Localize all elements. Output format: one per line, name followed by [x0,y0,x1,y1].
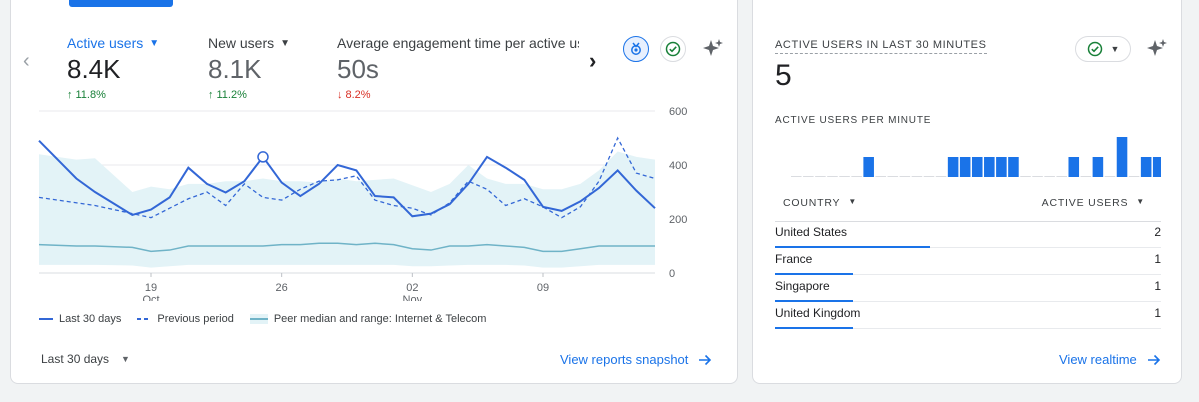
metric-active-users[interactable]: Active users ▼ 8.4K ↑ 11.8% [67,35,159,101]
metric-value: 8.4K [67,54,121,84]
chevron-right-icon[interactable]: › [589,48,597,73]
country-active-users: 1 [1154,252,1161,266]
previous-period-line [38,136,656,219]
per-minute-bar [1140,157,1152,177]
realtime-title[interactable]: ACTIVE USERS IN LAST 30 MINUTES [775,39,987,54]
per-minute-bar [1116,137,1128,177]
per-minute-bar [984,157,995,177]
metric-value: 8.1K [208,54,262,84]
country-share-bar [775,300,853,302]
table-divider [775,221,1161,222]
per-minute-bar [1092,157,1104,177]
country-active-users: 1 [1154,279,1161,293]
country-active-users: 2 [1154,225,1161,239]
solid-line-swatch-icon [39,318,53,320]
per-minute-bar [1068,157,1080,177]
country-name: United Kingdom [775,306,861,320]
per-minute-bar [863,157,874,177]
realtime-value: 5 [775,59,792,92]
caret-down-icon: ▼ [1110,44,1120,54]
x-tick-label: 09 [537,282,549,294]
sparkle-icon[interactable] [701,37,725,61]
country-name: France [775,252,813,266]
per-minute-bar [1008,157,1019,177]
caret-down-icon: ▼ [121,354,130,364]
metric-change: ↑ 11.2% [208,89,247,101]
active-tab-indicator [69,0,173,7]
country-name: United States [775,225,848,239]
caret-down-icon: ▼ [1136,197,1145,206]
table-row: United States 2 [775,221,1161,248]
date-range-selector[interactable]: Last 30 days ▼ [41,352,130,366]
caret-down-icon: ▼ [149,37,160,49]
legend-peer-median: Peer median and range: Internet & Teleco… [249,313,486,325]
compare-badge-icon[interactable] [623,36,649,62]
arrow-right-icon [699,354,712,365]
per-minute-subtitle: ACTIVE USERS PER MINUTE [775,115,932,126]
metric-value: 50s [337,54,379,84]
x-tick-sublabel: Oct [142,294,159,301]
per-minute-bar [1152,157,1161,177]
view-reports-snapshot-link[interactable]: View reports snapshot [560,352,712,367]
metric-label[interactable]: Active users ▼ [67,35,160,51]
table-row: France 1 [775,248,1161,275]
metric-label[interactable]: Average engagement time per active user [337,35,579,51]
realtime-card: ACTIVE USERS IN LAST 30 MINUTES 5 ▼ ACTI… [752,0,1182,384]
metric-label[interactable]: New users ▼ [208,35,291,51]
y-tick-label: 400 [669,160,687,172]
reports-snapshot-card: ‹ Active users ▼ 8.4K ↑ 11.8% New users ▼ 8… [10,0,738,384]
country-column-header[interactable]: COUNTRY ▼ [783,197,858,209]
country-active-users: 1 [1154,306,1161,320]
per-minute-bar-chart [791,137,1161,177]
highlight-point [257,151,269,163]
caret-down-icon: ▼ [280,37,291,49]
y-tick-label: 0 [669,268,675,280]
x-tick-label: 19 [145,282,157,294]
realtime-status-dropdown[interactable]: ▼ [1075,36,1131,62]
check-circle-icon[interactable] [660,36,686,62]
country-name: Singapore [775,279,830,293]
per-minute-bar [971,157,983,177]
dashed-line-swatch-icon [137,318,152,320]
view-realtime-link[interactable]: View realtime [1059,352,1161,367]
metric-new-users[interactable]: New users ▼ 8.1K ↑ 11.2% [208,35,290,101]
x-tick-label: 26 [276,282,288,294]
check-circle-icon [1087,41,1102,57]
caret-down-icon: ▼ [848,197,858,206]
arrow-down-icon: ↓ [337,89,343,101]
peer-median-line [38,242,655,253]
country-share-bar [775,327,853,329]
legend-last-30-days: Last 30 days [39,313,121,325]
arrow-up-icon: ↑ [67,89,73,101]
last-30-days-line [38,139,656,218]
x-tick-sublabel: Nov [403,294,423,301]
metric-change: ↑ 11.8% [67,89,106,101]
chart-legend: Last 30 days Previous period Peer median… [39,313,486,325]
peer-range-band [39,151,655,268]
country-share-bar [775,273,853,275]
sparkle-icon[interactable] [1145,37,1169,61]
x-tick-label: 02 [406,282,418,294]
per-minute-bar [959,157,971,177]
metric-change: ↓ 8.2% [337,89,371,101]
chevron-left-icon[interactable]: ‹ [23,50,30,72]
arrow-right-icon [1147,354,1160,365]
table-row: United Kingdom 1 [775,302,1161,329]
active-users-column-header[interactable]: ACTIVE USERS ▼ [1041,197,1145,209]
legend-previous-period: Previous period [137,313,234,325]
per-minute-bar [947,157,959,177]
country-share-bar [775,246,930,248]
y-tick-label: 600 [669,106,687,118]
arrow-up-icon: ↑ [208,89,214,101]
per-minute-bar [996,157,1007,177]
y-tick-label: 200 [669,214,687,226]
metric-engagement-time[interactable]: Average engagement time per active user … [337,35,579,101]
table-row: Singapore 1 [775,275,1161,302]
band-swatch-icon [249,314,268,324]
